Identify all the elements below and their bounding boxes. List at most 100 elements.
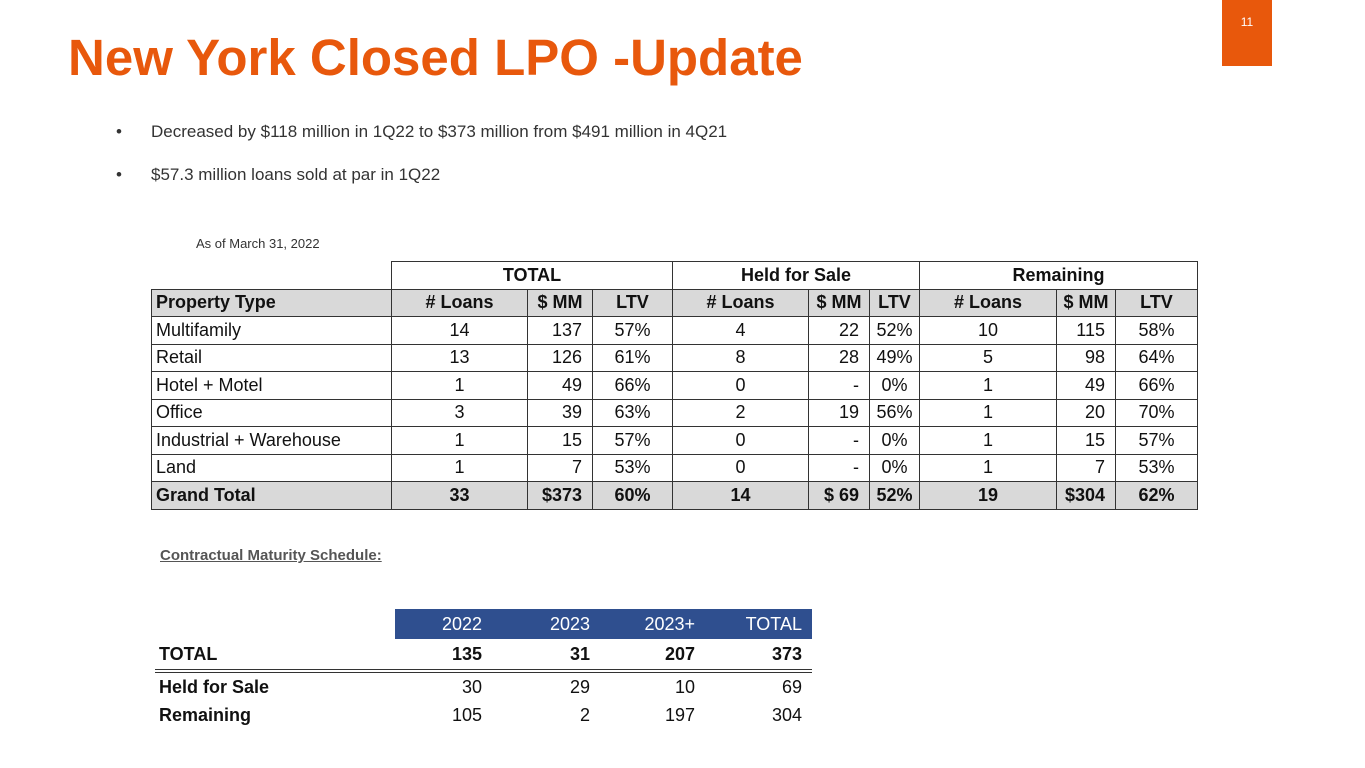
- column-header: 2023+: [600, 609, 705, 639]
- table-cell: 57%: [592, 316, 673, 345]
- group-header: Held for Sale: [672, 261, 920, 290]
- table-cell: 30: [461, 676, 482, 697]
- table-cell: 15: [1056, 426, 1116, 455]
- table-cell: 49%: [869, 343, 920, 372]
- group-header: TOTAL: [391, 261, 673, 290]
- table-cell: 53%: [1115, 453, 1198, 482]
- bullet-item: Decreased by $118 million in 1Q22 to $37…: [116, 122, 727, 165]
- table-cell: 4: [672, 316, 809, 345]
- schedule-title: Contractual Maturity Schedule:: [160, 547, 382, 564]
- as-of-date: As of March 31, 2022: [196, 236, 320, 251]
- table-cell: 98: [1056, 343, 1116, 372]
- empty-cell: [155, 609, 395, 639]
- column-header: TOTAL: [705, 609, 812, 639]
- table-cell: 373: [705, 639, 812, 673]
- table-cell: Industrial + Warehouse: [151, 426, 392, 455]
- table-cell: 1: [919, 426, 1057, 455]
- table-cell: Retail: [151, 343, 392, 372]
- table-cell: 3: [391, 398, 528, 427]
- table-cell: 197: [664, 704, 695, 725]
- table-cell: Land: [151, 453, 392, 482]
- table-cell: 57%: [592, 426, 673, 455]
- header-row: Property Type # Loans $ MM LTV # Loans $ MM LT…: [151, 288, 1198, 317]
- table-cell: TOTAL: [155, 639, 395, 673]
- table-cell: 28: [808, 343, 870, 372]
- table-cell: 135: [395, 639, 492, 673]
- table-cell: 0: [672, 371, 809, 400]
- loan-table: TOTAL Held for Sale Remaining Property Type…: [151, 261, 1198, 510]
- table-cell: 49: [527, 371, 593, 400]
- group-header-row: TOTAL Held for Sale Remaining: [151, 261, 1198, 290]
- table-cell: 19: [919, 481, 1057, 510]
- table-cell: 31: [492, 639, 600, 673]
- table-cell: 49: [1056, 371, 1116, 400]
- table-cell: 0%: [869, 371, 920, 400]
- table-cell: $ 69: [808, 481, 870, 510]
- table-cell: 20: [1056, 398, 1116, 427]
- table-cell: 1: [919, 371, 1057, 400]
- table-cell: 22: [808, 316, 870, 345]
- group-header: Remaining: [919, 261, 1198, 290]
- column-header: LTV: [592, 288, 673, 317]
- table-row: Land 1 7 53% 0-0% 1 7 53%: [151, 453, 1198, 482]
- table-cell: 1: [919, 398, 1057, 427]
- table-cell: Multifamily: [151, 316, 392, 345]
- grand-total-row: Grand Total 33 $373 60% 14 $ 69 52% 19 $304 62%: [151, 481, 1198, 510]
- table-cell: 1: [391, 426, 528, 455]
- table-cell: 1: [391, 453, 528, 482]
- table-cell: $304: [1056, 481, 1116, 510]
- table-cell: 13: [391, 343, 528, 372]
- table-cell: 15: [527, 426, 593, 455]
- table-cell: 126: [527, 343, 593, 372]
- table-cell: 304: [771, 704, 802, 725]
- table-cell: 33: [391, 481, 528, 510]
- table-cell: -: [808, 371, 870, 400]
- bullet-list: Decreased by $118 million in 1Q22 to $37…: [116, 122, 727, 208]
- column-header: $ MM: [527, 288, 593, 317]
- table-cell: Office: [151, 398, 392, 427]
- table-cell: 7: [1056, 453, 1116, 482]
- table-cell: -: [808, 453, 870, 482]
- bullet-item: $57.3 million loans sold at par in 1Q22: [116, 165, 727, 208]
- table-cell: -: [808, 426, 870, 455]
- table-cell: Held for Sale: [159, 676, 270, 697]
- table-cell: Remaining: [159, 704, 252, 725]
- table-cell: 14: [672, 481, 809, 510]
- table-cell: 64%: [1115, 343, 1198, 372]
- maturity-schedule-table: 2022 2023 2023+ TOTAL TOTAL 135 31 207 373 Held f…: [155, 609, 812, 729]
- column-header: $ MM: [1056, 288, 1116, 317]
- table-row: Held for Sale 30 29 10 69: [155, 671, 812, 701]
- table-cell: 52%: [869, 316, 920, 345]
- table-row: Industrial + Warehouse 1 15 57% 0-0% 1 15 57%: [151, 426, 1198, 455]
- table-cell: 60%: [592, 481, 673, 510]
- table-cell: 207: [600, 639, 705, 673]
- table-row: Remaining 105 2 197 304: [155, 701, 812, 729]
- table-row: Retail 13 126 61% 8 28 49% 5 98 64%: [151, 343, 1198, 372]
- column-header: 2022: [395, 609, 492, 639]
- table-cell: 8: [672, 343, 809, 372]
- table-cell: 115: [1056, 316, 1116, 345]
- table-row: Office 3 39 63% 2 19 56% 1 20 70%: [151, 398, 1198, 427]
- table-cell: 0%: [869, 426, 920, 455]
- table-cell: 52%: [869, 481, 920, 510]
- column-header: Property Type: [151, 288, 392, 317]
- table-cell: 61%: [592, 343, 673, 372]
- empty-cell: [151, 261, 392, 290]
- table-cell: 1: [919, 453, 1057, 482]
- table-cell: 58%: [1115, 316, 1198, 345]
- table-cell: Grand Total: [151, 481, 392, 510]
- table-cell: 29: [569, 676, 590, 697]
- table-cell: 5: [919, 343, 1057, 372]
- table-cell: 69: [781, 676, 802, 697]
- table-cell: 66%: [1115, 371, 1198, 400]
- column-header: $ MM: [808, 288, 870, 317]
- table-cell: 0: [672, 453, 809, 482]
- table-row: Hotel + Motel 1 49 66% 0-0% 1 49 66%: [151, 371, 1198, 400]
- table-cell: 66%: [592, 371, 673, 400]
- table-cell: 0: [672, 426, 809, 455]
- table-cell: 63%: [592, 398, 673, 427]
- column-header: LTV: [869, 288, 920, 317]
- column-header: # Loans: [391, 288, 528, 317]
- column-header: # Loans: [919, 288, 1057, 317]
- table-cell: 19: [808, 398, 870, 427]
